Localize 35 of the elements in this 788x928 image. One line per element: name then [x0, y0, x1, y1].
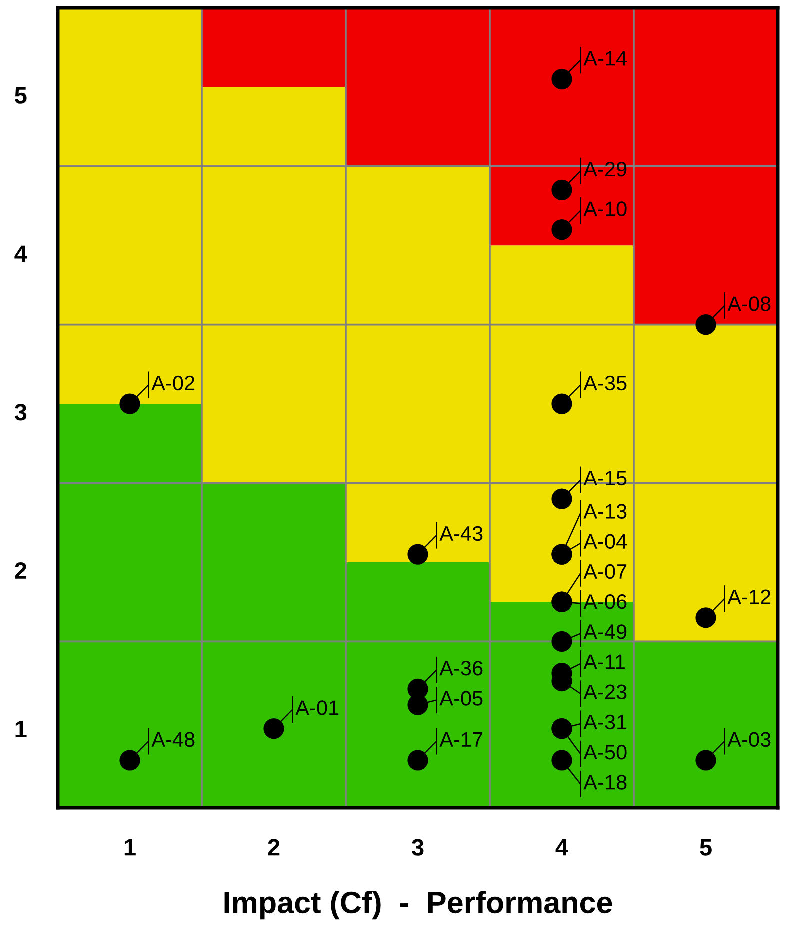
annotation: A-23	[584, 684, 627, 700]
x-tick-label: 5	[700, 839, 712, 856]
annotation: A-36	[440, 661, 483, 676]
annotation: A-04	[584, 534, 627, 550]
annotation: A-03	[728, 732, 771, 748]
annotation: A-31	[584, 714, 627, 730]
x-axis-title: Impact (Cf) - Performance	[224, 891, 612, 920]
x-tick-label: 3	[412, 839, 424, 856]
y-tick-label: 4	[14, 246, 28, 262]
annotation: A-08	[728, 296, 771, 312]
annotation: A-18	[584, 775, 627, 790]
x-tick-label: 2	[268, 839, 280, 856]
annotation: A-17	[440, 732, 483, 747]
annotation: A-43	[440, 526, 483, 542]
annotation: A-10	[584, 202, 627, 216]
annotation: A-29	[584, 162, 627, 177]
annotation: A-13	[584, 504, 627, 519]
annotation: A-14	[584, 51, 627, 66]
annotation: A-49	[584, 624, 627, 640]
annotation: A-01	[296, 700, 339, 716]
annotation: A-48	[152, 732, 195, 748]
annotation: A-05	[440, 691, 483, 706]
annotation: A-12	[728, 590, 771, 604]
y-tick-label: 2	[15, 562, 26, 579]
x-tick-label: 1	[124, 839, 136, 856]
y-tick-label: 1	[16, 721, 27, 738]
annotation: A-11	[584, 654, 626, 670]
annotation: A-35	[584, 376, 627, 391]
x-tick-label: 4	[556, 839, 568, 856]
y-tick-label: 5	[15, 87, 27, 104]
annotation: A-50	[584, 744, 627, 760]
annotation: A-02	[152, 376, 195, 391]
annotation: A-07	[584, 564, 627, 580]
y-tick-label: 3	[14, 404, 27, 421]
annotation: A-15	[584, 471, 627, 486]
